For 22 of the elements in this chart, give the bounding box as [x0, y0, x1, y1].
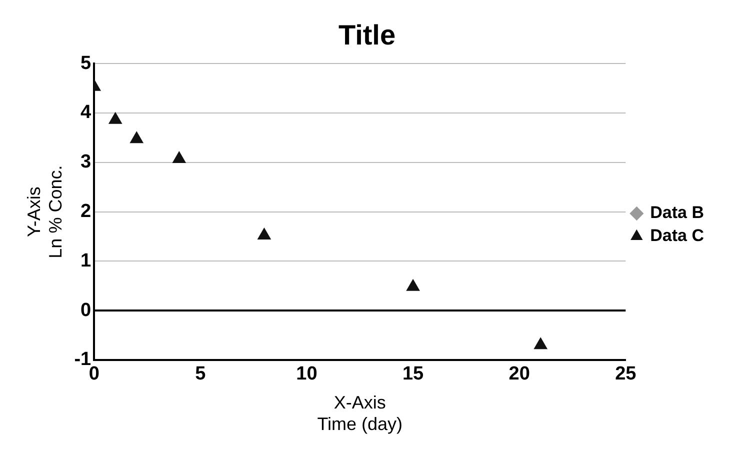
y-tick-label: 2 [80, 201, 92, 222]
x-tick-label: 15 [402, 364, 424, 385]
y-tick-label: 0 [80, 300, 92, 321]
y-tick-label: 4 [80, 102, 92, 124]
chart-title: Title [338, 20, 396, 51]
legend-label: Data C [650, 226, 704, 246]
y-tick-label: 1 [80, 250, 92, 272]
x-tick-label: 20 [508, 364, 530, 385]
point [172, 150, 186, 163]
y-tick-label: 5 [80, 52, 92, 74]
point [108, 112, 122, 124]
y-axis-title: Y-Axis Ln % Conc. [24, 165, 66, 258]
y-tick-label: 3 [80, 152, 92, 173]
x-tick-label: 10 [296, 364, 318, 385]
legend-label: Data B [650, 203, 704, 222]
point [534, 337, 548, 350]
x-tick-label: 5 [195, 364, 206, 385]
point [406, 278, 420, 291]
x-axis-title: X-Axis Time (day) [317, 392, 403, 434]
point [257, 228, 272, 240]
point [130, 131, 144, 144]
x-tick-label: 25 [615, 364, 637, 385]
